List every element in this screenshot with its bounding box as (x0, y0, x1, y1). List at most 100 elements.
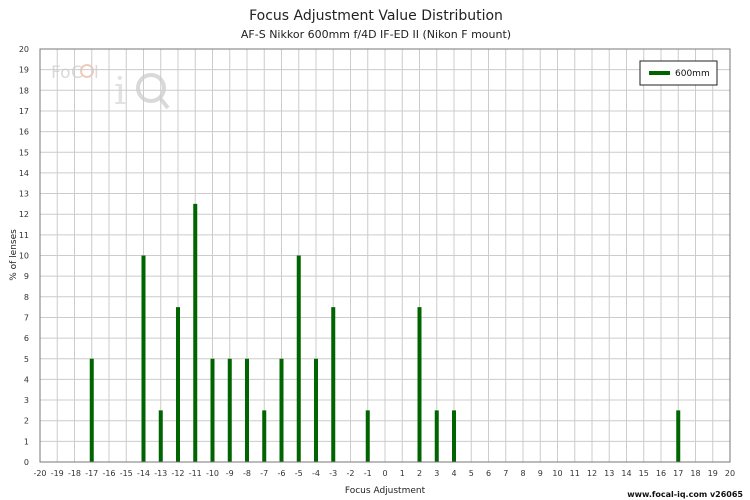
logo-i: i (114, 69, 126, 113)
x-tick-label: 0 (382, 469, 387, 478)
plot-frame (39, 48, 731, 463)
credit-text: www.focal-iq.com v26065 (627, 490, 743, 499)
x-tick-label: -20 (33, 469, 46, 478)
x-tick-label: 8 (520, 469, 525, 478)
y-tick-label: 12 (19, 210, 29, 219)
x-tick-label: -9 (226, 469, 234, 478)
x-tick-label: 17 (673, 469, 683, 478)
y-tick-label: 8 (24, 293, 29, 302)
bar (417, 307, 422, 462)
x-tick-label: 14 (621, 469, 631, 478)
x-tick-label: -2 (347, 469, 355, 478)
y-tick-label: 7 (24, 313, 29, 322)
bar (365, 410, 370, 462)
x-tick-label: -11 (189, 469, 202, 478)
chart-subtitle: AF-S Nikkor 600mm f/4D IF-ED II (Nikon F… (241, 28, 511, 41)
logo-ring-icon (80, 64, 94, 78)
x-tick-label: 2 (417, 469, 422, 478)
y-tick-label: 4 (24, 375, 29, 384)
bar (676, 410, 681, 462)
chart-title: Focus Adjustment Value Distribution (249, 8, 503, 24)
y-tick-label: 17 (19, 107, 29, 116)
y-tick-label: 11 (19, 231, 29, 240)
bar (314, 358, 318, 462)
magnifier-handle-icon (158, 96, 170, 110)
x-tick-label: -8 (243, 469, 251, 478)
bar (176, 307, 180, 462)
x-tick-label: -17 (85, 469, 98, 478)
bar (158, 410, 163, 462)
bar (296, 255, 301, 462)
x-tick-label: -10 (206, 469, 219, 478)
y-tick-label: 2 (24, 417, 29, 426)
bar (331, 307, 336, 462)
grid (39, 48, 731, 463)
x-tick-label: -12 (171, 469, 184, 478)
x-tick-label: -3 (329, 469, 337, 478)
y-tick-label: 18 (19, 86, 29, 95)
x-tick-label: -19 (51, 469, 64, 478)
bars (89, 203, 681, 462)
x-tick-label: 13 (604, 469, 614, 478)
y-tick-label: 16 (19, 128, 29, 137)
bar (193, 203, 198, 462)
logo-text-c: C (71, 63, 83, 83)
legend: 600mm (639, 60, 718, 86)
bar (279, 358, 284, 462)
x-tick-label: 3 (434, 469, 439, 478)
bar (227, 358, 232, 462)
x-tick-label: -16 (102, 469, 115, 478)
x-tick-label: -1 (364, 469, 372, 478)
bar (210, 358, 215, 462)
y-tick-label: 10 (19, 252, 29, 261)
y-tick-label: 0 (24, 458, 29, 467)
y-tick-label: 20 (19, 45, 29, 54)
bar (245, 358, 249, 462)
x-tick-label: 9 (538, 469, 543, 478)
x-tick-label: -4 (312, 469, 320, 478)
x-tick-label: -5 (295, 469, 303, 478)
x-tick-label: 11 (570, 469, 580, 478)
focal-iq-logo: Fo C l i (51, 63, 170, 113)
bar (89, 358, 94, 462)
y-tick-label: 3 (24, 396, 29, 405)
x-tick-label: -6 (278, 469, 286, 478)
bar (452, 410, 456, 462)
y-tick-label: 6 (24, 334, 29, 343)
x-tick-label: 18 (690, 469, 700, 478)
y-tick-label: 14 (19, 169, 29, 178)
y-tick-label: 15 (19, 148, 29, 157)
x-tick-label: -18 (68, 469, 81, 478)
x-tick-label: -14 (137, 469, 150, 478)
x-tick-label: 4 (451, 469, 456, 478)
x-tick-label: 19 (708, 469, 718, 478)
y-tick-label: 19 (19, 66, 29, 75)
legend-label: 600mm (675, 69, 710, 79)
y-tick-label: 1 (24, 437, 29, 446)
y-tick-label: 9 (24, 272, 29, 281)
x-axis-label: Focus Adjustment (345, 486, 426, 496)
logo-text: Fo (51, 63, 71, 83)
bar (434, 410, 439, 462)
x-tick-label: -13 (154, 469, 167, 478)
logo-text-l: l (94, 63, 99, 83)
x-tick-label: -7 (260, 469, 268, 478)
x-tick-label: 16 (656, 469, 666, 478)
y-tick-label: 5 (24, 355, 29, 364)
x-tick-label: 1 (400, 469, 405, 478)
bar (262, 410, 267, 462)
x-tick-label: 10 (552, 469, 562, 478)
magnifier-icon (136, 73, 166, 103)
x-tick-label: 15 (639, 469, 649, 478)
x-tick-label: 12 (587, 469, 597, 478)
tick-labels: -20 -19 -18 -17 -16 -15 -14 -13 -12 -11 -10 -9 -8 -7-… (19, 45, 735, 478)
y-tick-label: 13 (19, 190, 29, 199)
x-tick-label: -15 (120, 469, 133, 478)
x-tick-label: 7 (503, 469, 508, 478)
x-tick-label: 5 (469, 469, 474, 478)
x-tick-label: 6 (486, 469, 491, 478)
y-axis-label: % of lenses (9, 229, 19, 281)
x-tick-label: 20 (725, 469, 735, 478)
bar (141, 255, 146, 462)
